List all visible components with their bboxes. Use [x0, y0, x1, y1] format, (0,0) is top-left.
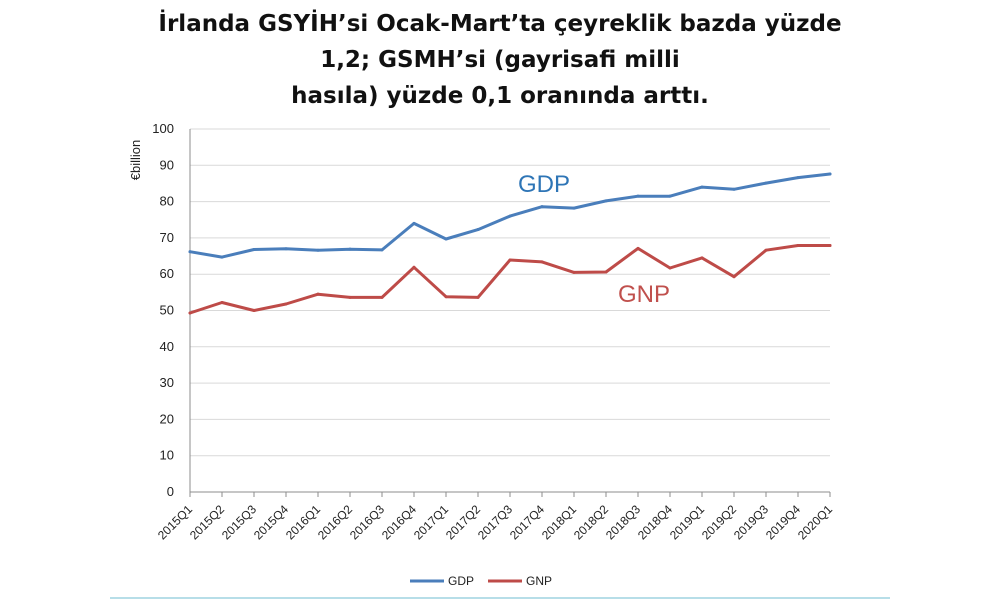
y-axis-ticks: 0 10 20 30 40 50 60 70 80 90 100	[152, 121, 174, 499]
data-point-gnp	[508, 258, 512, 262]
data-point-gnp	[540, 260, 544, 264]
y-tick-label: 70	[160, 230, 174, 245]
data-point-gnp	[700, 256, 704, 260]
data-point-gdp	[732, 187, 736, 191]
y-tick-label: 60	[160, 266, 174, 281]
x-tick-label: 2019Q3	[731, 502, 771, 542]
x-tick-label: 2017Q4	[507, 502, 547, 542]
data-point-gdp	[380, 248, 384, 252]
data-point-gdp	[316, 248, 320, 252]
data-point-gnp	[220, 301, 224, 305]
x-tick-label: 2015Q2	[187, 502, 227, 542]
series-lines	[188, 172, 832, 315]
y-tick-label: 80	[160, 194, 174, 209]
data-point-gdp	[220, 255, 224, 259]
legend: GDP GNP	[410, 574, 552, 588]
data-point-gdp	[284, 247, 288, 251]
data-point-gdp	[444, 237, 448, 241]
data-point-gnp	[412, 265, 416, 269]
data-point-gnp	[732, 275, 736, 279]
series-label-gnp: GNP	[618, 281, 670, 308]
data-point-gdp	[508, 214, 512, 218]
headline-line-2: 1,2; GSMH’si (gayrisafi milli	[320, 47, 680, 73]
y-tick-label: 0	[167, 484, 174, 499]
y-tick-label: 10	[160, 448, 174, 463]
data-point-gnp	[380, 295, 384, 299]
x-tick-label: 2016Q3	[347, 502, 387, 542]
y-tick-label: 30	[160, 375, 174, 390]
x-tick-label: 2017Q1	[411, 502, 451, 542]
x-tick-label: 2018Q3	[603, 502, 643, 542]
x-tick-label: 2016Q4	[379, 502, 419, 542]
data-point-gnp	[348, 295, 352, 299]
data-point-gnp	[444, 295, 448, 299]
data-point-gdp	[636, 194, 640, 198]
y-tick-label: 50	[160, 303, 174, 318]
data-point-gdp	[668, 194, 672, 198]
x-tick-label: 2018Q1	[539, 502, 579, 542]
data-point-gdp	[572, 206, 576, 210]
data-point-gdp	[700, 185, 704, 189]
y-tick-label: 100	[152, 121, 174, 136]
x-tick-label: 2019Q4	[763, 502, 803, 542]
gridlines	[189, 128, 831, 497]
x-tick-label: 2019Q1	[667, 502, 707, 542]
data-point-gnp	[764, 248, 768, 252]
x-tick-label: 2018Q2	[571, 502, 611, 542]
data-point-gdp	[604, 199, 608, 203]
data-point-gdp	[764, 181, 768, 185]
data-point-gdp	[252, 248, 256, 252]
x-tick-label: 2019Q2	[699, 502, 739, 542]
data-point-gdp	[796, 176, 800, 180]
data-point-gnp	[188, 311, 192, 315]
x-tick-label: 2018Q4	[635, 502, 675, 542]
x-tick-label: 2015Q1	[155, 502, 195, 542]
x-tick-label: 2017Q3	[475, 502, 515, 542]
data-point-gnp	[284, 302, 288, 306]
y-axis-label: €billion	[128, 140, 143, 180]
series-label-gdp: GDP	[518, 171, 570, 198]
data-point-gdp	[540, 205, 544, 209]
chart-headline: İrlanda GSYİH’si Ocak-Mart’ta çeyreklik …	[0, 6, 1000, 114]
data-point-gdp	[412, 221, 416, 225]
data-point-gnp	[796, 244, 800, 248]
data-point-gdp	[476, 228, 480, 232]
data-point-gnp	[252, 309, 256, 312]
data-point-gdp	[188, 250, 192, 254]
y-tick-label: 90	[160, 157, 174, 172]
data-point-gdp	[348, 247, 352, 251]
headline-line-3: hasıla) yüzde 0,1 oranında arttı.	[291, 83, 709, 109]
series-inline-labels: GDP GNP	[518, 171, 670, 308]
data-point-gnp	[828, 244, 832, 248]
x-tick-label: 2016Q1	[283, 502, 323, 542]
y-tick-label: 20	[160, 411, 174, 426]
data-point-gnp	[668, 266, 672, 270]
legend-label-gnp: GNP	[526, 574, 552, 588]
x-tick-label: 2017Q2	[443, 502, 483, 542]
data-point-gdp	[828, 172, 832, 176]
data-point-gnp	[636, 246, 640, 250]
data-point-gnp	[476, 295, 480, 299]
x-axis-ticks: 2015Q12015Q22015Q32015Q42016Q12016Q22016…	[155, 502, 835, 542]
x-tick-label: 2015Q3	[219, 502, 259, 542]
data-point-gnp	[572, 270, 576, 274]
y-tick-label: 40	[160, 339, 174, 354]
data-point-gnp	[316, 292, 320, 296]
headline-line-1: İrlanda GSYİH’si Ocak-Mart’ta çeyreklik …	[158, 11, 842, 37]
legend-label-gdp: GDP	[448, 574, 474, 588]
data-point-gnp	[604, 270, 608, 274]
x-tick-label: 2020Q1	[795, 502, 835, 542]
x-tick-label: 2015Q4	[251, 502, 291, 542]
x-tick-label: 2016Q2	[315, 502, 355, 542]
